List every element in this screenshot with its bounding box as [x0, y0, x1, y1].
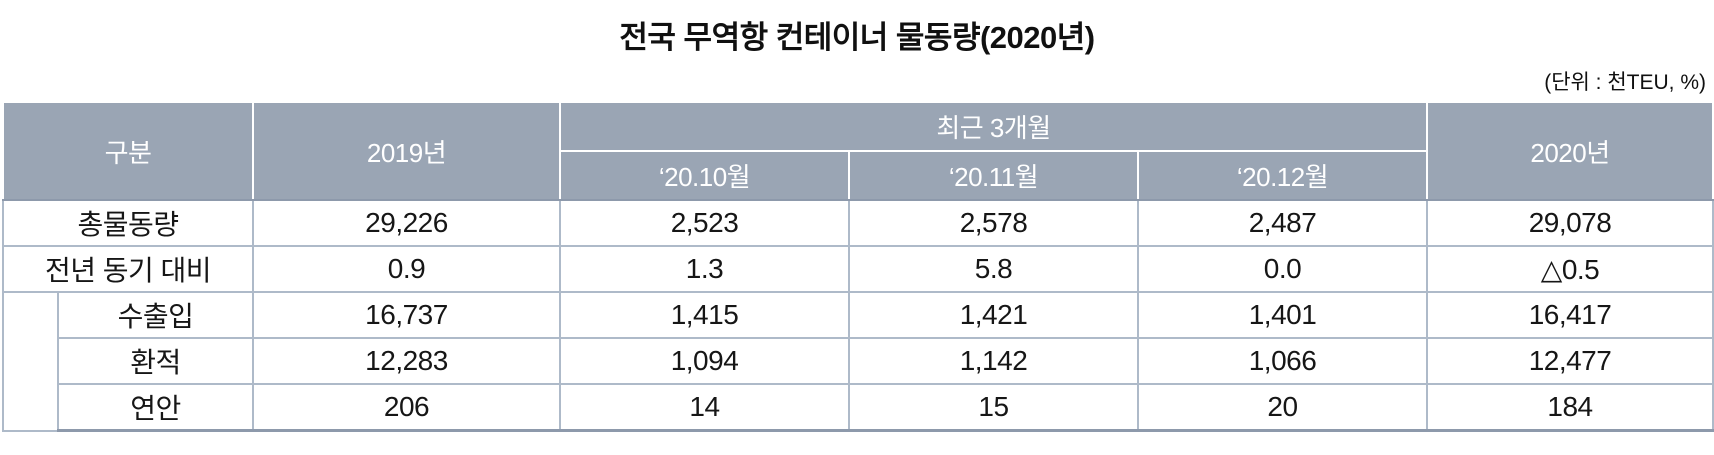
header-category: 구분 — [2, 101, 254, 201]
table-row-yoy: 전년 동기 대비 0.9 1.3 5.8 0.0 △0.5 — [2, 245, 1714, 293]
cell-value: 14 — [559, 383, 850, 432]
cell-value: 206 — [252, 383, 561, 432]
cell-value: 1,094 — [559, 337, 850, 385]
header-month-dec: ‘20.12월 — [1136, 150, 1429, 201]
cell-value: 29,078 — [1426, 199, 1714, 247]
row-label: 연안 — [57, 383, 254, 432]
cell-value: 20 — [1136, 383, 1429, 432]
header-row-top: 구분 2019년 최근 3개월 2020년 — [2, 101, 1714, 201]
cell-value: 2,578 — [848, 199, 1139, 247]
header-recent-3months: 최근 3개월 — [558, 101, 1429, 152]
header-2019: 2019년 — [252, 101, 561, 201]
row-label: 수출입 — [57, 291, 254, 339]
table-row-import-export: 수출입 16,737 1,415 1,421 1,401 16,417 — [2, 291, 1714, 432]
header-2020: 2020년 — [1426, 101, 1714, 201]
cell-value: 2,523 — [559, 199, 850, 247]
table-row-coastal: 연안 206 14 15 20 184 — [3, 383, 1714, 432]
cell-value: 16,417 — [1426, 291, 1714, 339]
page-title: 전국 무역항 컨테이너 물동량(2020년) — [619, 20, 1095, 55]
row-label: 환적 — [57, 337, 254, 385]
cell-value: 1,066 — [1136, 337, 1429, 385]
cell-value: 12,477 — [1426, 337, 1714, 385]
cell-value: 1,142 — [848, 337, 1139, 385]
cell-value: 1,421 — [848, 291, 1139, 339]
table-row-total: 총물동량 29,226 2,523 2,578 2,487 29,078 — [2, 199, 1714, 247]
header-month-nov: ‘20.11월 — [848, 150, 1139, 201]
cell-value: 5.8 — [848, 245, 1139, 293]
cell-value: 12,283 — [252, 337, 561, 385]
cell-value: 184 — [1426, 383, 1714, 432]
unit-label: (단위 : 천TEU, %) — [1544, 71, 1706, 94]
cell-value: 2,487 — [1136, 199, 1429, 247]
cell-value: 16,737 — [252, 291, 561, 339]
cell-value: 0.0 — [1136, 245, 1429, 293]
cell-value: 1,401 — [1136, 291, 1429, 339]
header-month-oct: ‘20.10월 — [559, 150, 850, 201]
row-label: 전년 동기 대비 — [2, 245, 254, 293]
cell-value: 1.3 — [559, 245, 850, 293]
row-group-stub — [2, 291, 59, 432]
cell-value: 29,226 — [252, 199, 561, 247]
cell-value: 15 — [848, 383, 1139, 432]
cell-value: △0.5 — [1426, 245, 1714, 293]
row-label: 총물동량 — [2, 199, 254, 247]
container-throughput-table: 구분 2019년 최근 3개월 2020년 ‘20.10월 ‘20.11월 ‘2… — [2, 101, 1714, 432]
cell-value: 0.9 — [252, 245, 561, 293]
table-row-transshipment: 환적 12,283 1,094 1,142 1,066 12,477 — [3, 337, 1714, 385]
header-row-months: ‘20.10월 ‘20.11월 ‘20.12월 — [3, 150, 1713, 201]
cell-value: 1,415 — [559, 291, 850, 339]
